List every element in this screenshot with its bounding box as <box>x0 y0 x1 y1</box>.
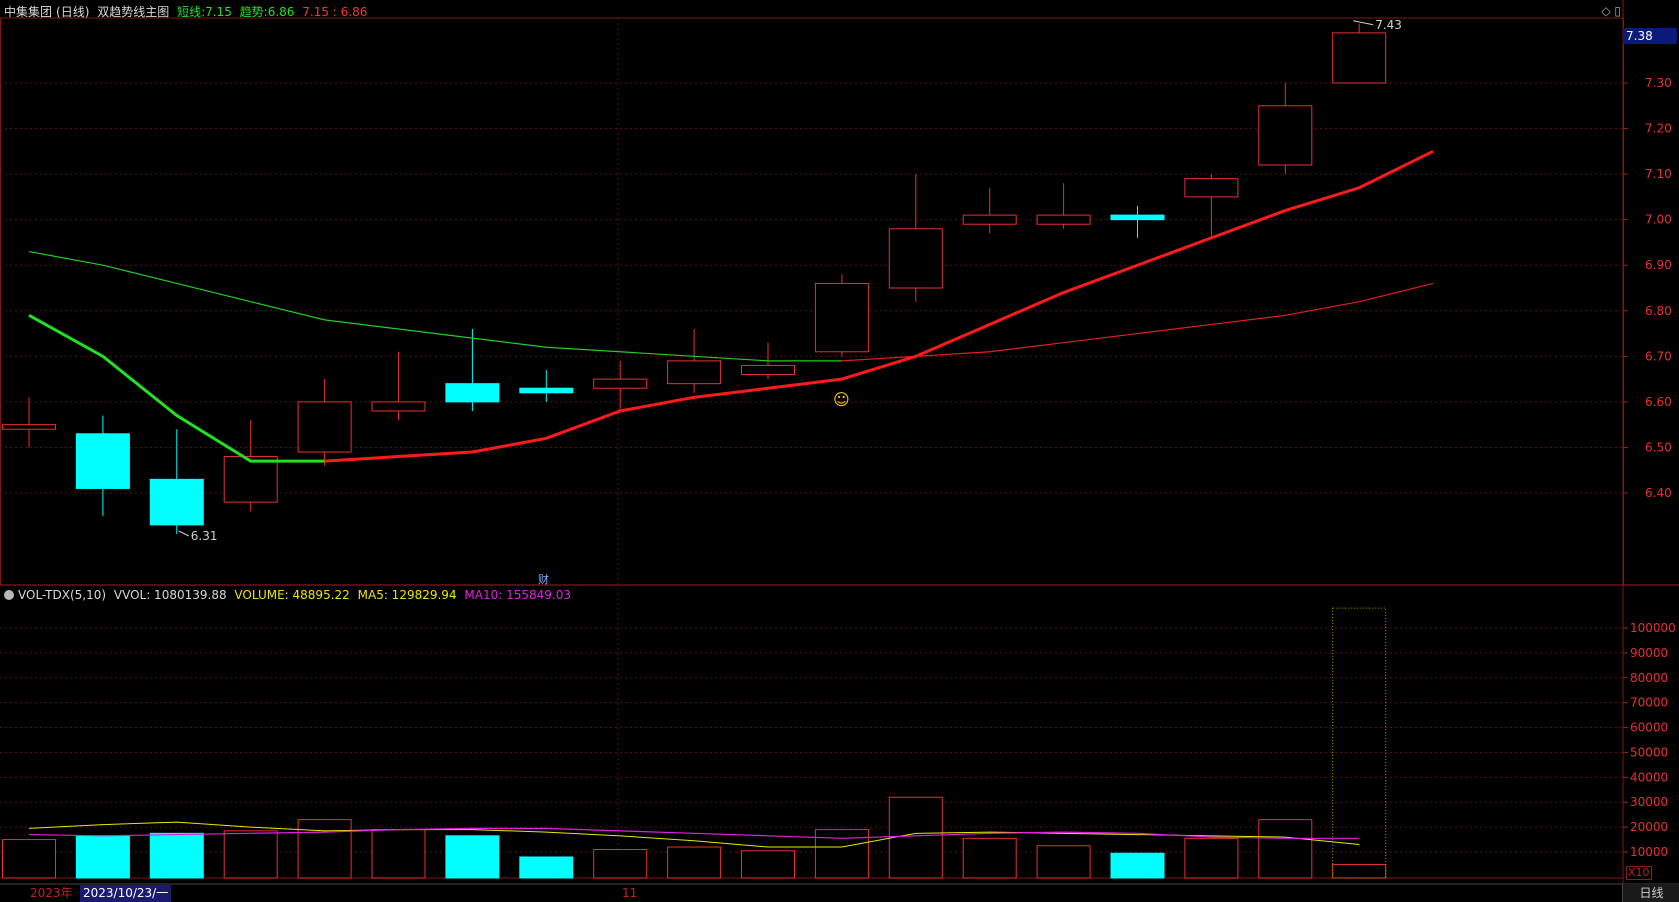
stock-name[interactable]: 中集集团 <box>4 5 53 19</box>
smiley-marker: ☺ <box>833 390 850 409</box>
candle-body <box>962 214 1017 225</box>
vvol-value: VVOL: 1080139.88 <box>113 588 227 602</box>
year-label: 2023年 <box>30 886 73 900</box>
settings-circle-icon[interactable] <box>4 590 14 600</box>
candle-body <box>519 387 574 394</box>
candle-body <box>888 228 943 289</box>
candle-body <box>667 360 722 385</box>
volume-bar <box>75 835 130 879</box>
volume-bar <box>2 839 56 879</box>
projected-volume-box <box>1332 607 1387 879</box>
volume-bar <box>1184 837 1239 879</box>
candle-body <box>445 383 500 403</box>
vol-tick-label: 40000 <box>1630 770 1668 784</box>
candle-body <box>371 401 426 412</box>
volume-bar <box>445 835 500 879</box>
short-label: 短线: <box>177 5 206 19</box>
vol-tick-label: 70000 <box>1630 696 1668 710</box>
short-line-green <box>28 314 325 463</box>
diamond-icon[interactable]: ◇ <box>1601 4 1611 18</box>
price-tick-label: 7.10 <box>1645 167 1672 181</box>
vol-multiplier: X10 <box>1626 866 1652 880</box>
vol-tick-label: 30000 <box>1630 795 1668 809</box>
indicator-name: 双趋势线主图 <box>97 5 170 19</box>
vol-tick-label: 20000 <box>1630 820 1668 834</box>
vol-tick-label: 100000 <box>1630 621 1676 635</box>
volume-bar <box>149 832 204 879</box>
vol-tick-label: 10000 <box>1630 845 1668 859</box>
volume-bar <box>519 856 574 879</box>
vol-ma10-line <box>28 827 1360 839</box>
volume-bar <box>667 846 722 879</box>
trend-line-red <box>841 282 1434 362</box>
trend-value: 6.86 <box>267 5 295 19</box>
volume-bar <box>741 850 795 879</box>
current-price-tag: 7.38 <box>1623 28 1677 44</box>
candle-body <box>741 364 795 376</box>
low-label: 6.31 <box>191 529 218 543</box>
period-label: (日线) <box>56 5 90 19</box>
vol-name[interactable]: VOL-TDX(5,10) <box>18 588 107 602</box>
volume-bar <box>297 819 352 879</box>
candle-body <box>1332 32 1387 84</box>
vol-tick-label: 60000 <box>1630 721 1668 735</box>
price-tick-label: 7.30 <box>1645 76 1672 90</box>
candle-body <box>149 478 204 526</box>
candle-body <box>2 424 56 430</box>
trend-line-green <box>28 250 842 362</box>
candle-body <box>814 282 869 353</box>
price-tick-label: 7.00 <box>1645 213 1672 227</box>
candle-body <box>297 401 352 453</box>
candle-body <box>593 378 648 389</box>
price-tick-label: 6.60 <box>1645 395 1672 409</box>
candle-body <box>1258 105 1313 166</box>
volume-header: VOL-TDX(5,10) VVOL: 1080139.88 VOLUME: 4… <box>4 588 575 602</box>
panel-toggle-icon[interactable]: ▯ <box>1614 4 1621 18</box>
short-value: 7.15 <box>205 5 232 19</box>
short-line-red <box>324 149 1434 463</box>
low-arrow <box>178 530 190 537</box>
ma10-value: MA10: 155849.03 <box>464 588 571 602</box>
volume-bar <box>962 837 1017 879</box>
price-tick-label: 6.40 <box>1645 486 1672 500</box>
vol-ma5-line <box>28 821 1360 848</box>
candle-body <box>1110 214 1165 221</box>
top-right-controls: ◇ ▯ <box>1601 4 1621 18</box>
volume-bar <box>814 829 869 879</box>
candle-body <box>1184 178 1239 198</box>
volume-bar <box>593 849 648 879</box>
month-label: 11 <box>622 886 638 900</box>
volume-bar <box>1036 845 1091 879</box>
vol-tick-label: 50000 <box>1630 745 1668 759</box>
candle-body <box>1036 214 1091 225</box>
vol-tick-label: 90000 <box>1630 646 1668 660</box>
period-tab[interactable]: 日线 <box>1622 884 1679 902</box>
header-extra: 7.15 : 6.86 <box>302 5 368 19</box>
volume-bar <box>371 829 426 879</box>
date-label: 2023/10/23/一 <box>80 885 172 902</box>
candle-body <box>223 456 278 503</box>
ma5-value: MA5: 129829.94 <box>357 588 457 602</box>
volume-bar <box>223 830 278 879</box>
price-header: 中集集团 (日线) 双趋势线主图 短线:7.15 趋势:6.86 7.15 : 6… <box>4 3 371 20</box>
finance-marker: 财 <box>538 572 549 586</box>
volume-bar <box>888 796 943 879</box>
volume-bar <box>1332 863 1387 879</box>
price-tick-label: 7.20 <box>1645 122 1672 136</box>
volume-bar <box>1110 852 1165 879</box>
volume-bar <box>1258 819 1313 879</box>
candle-body <box>75 433 130 489</box>
vol-tick-label: 80000 <box>1630 671 1668 685</box>
high-label: 7.43 <box>1375 18 1402 32</box>
high-arrow <box>1353 20 1374 26</box>
price-tick-label: 6.50 <box>1645 440 1672 454</box>
price-tick-label: 6.80 <box>1645 304 1672 318</box>
price-tick-label: 6.90 <box>1645 258 1672 272</box>
volume-value: VOLUME: 48895.22 <box>234 588 350 602</box>
price-tick-label: 6.70 <box>1645 349 1672 363</box>
trend-label: 趋势: <box>239 5 268 19</box>
